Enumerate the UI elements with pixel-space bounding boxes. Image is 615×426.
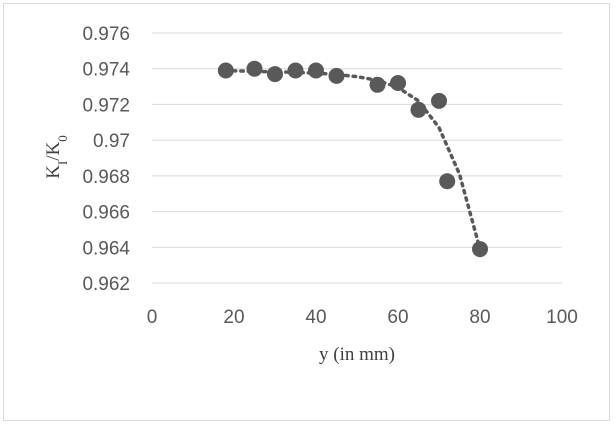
data-point — [267, 66, 283, 83]
data-point — [308, 62, 324, 79]
data-points — [217, 60, 488, 258]
grid-lines — [152, 32, 562, 284]
data-point — [287, 62, 304, 79]
data-point — [217, 62, 234, 79]
x-tick-label: 40 — [305, 307, 326, 328]
data-point — [410, 101, 427, 118]
x-tick-label: 80 — [469, 307, 490, 328]
data-point — [246, 60, 263, 77]
data-point — [472, 241, 488, 258]
y-tick-label: 0.974 — [82, 60, 130, 81]
x-tick-label: 20 — [223, 307, 244, 328]
y-tick-label: 0.964 — [82, 238, 130, 259]
data-point — [390, 75, 406, 91]
y-tick-label: 0.97 — [93, 131, 130, 152]
x-tick-label: 60 — [387, 307, 408, 328]
y-tick-label: 0.972 — [82, 95, 130, 116]
y-tick-label: 0.966 — [82, 203, 130, 224]
y-tick-label: 0.976 — [82, 24, 130, 45]
y-tick-label: 0.968 — [82, 167, 130, 188]
x-axis-title: y (in mm) — [319, 344, 395, 365]
x-tick-labels: 0 20 40 60 80 100 — [147, 307, 578, 328]
y-tick-label: 0.962 — [82, 274, 130, 295]
data-point — [369, 76, 386, 93]
data-point — [328, 67, 345, 84]
y-tick-labels: 0.976 0.974 0.972 0.97 0.968 0.966 0.964 0.962 — [82, 24, 130, 295]
x-tick-label: 0 — [147, 307, 158, 328]
x-tick-label: 100 — [546, 307, 578, 328]
data-point — [439, 173, 456, 190]
data-point — [431, 92, 447, 109]
y-axis-title: KI/K0 — [43, 135, 70, 179]
